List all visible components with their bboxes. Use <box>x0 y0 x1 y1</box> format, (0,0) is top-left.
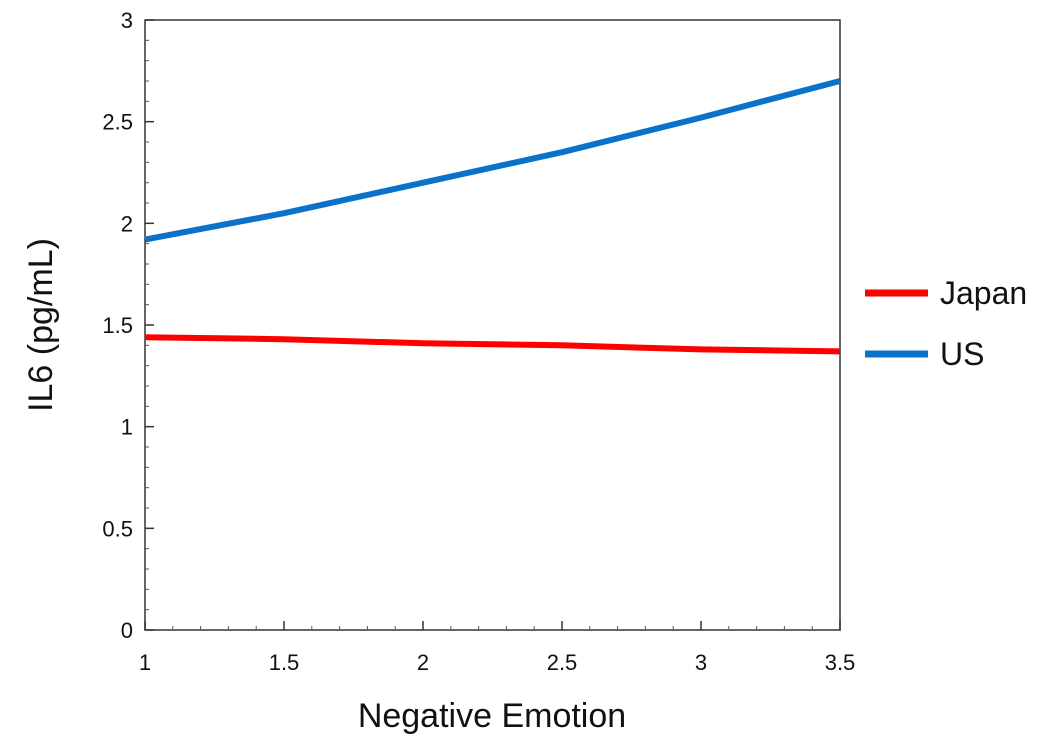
series-lines <box>144 78 841 355</box>
series-line-japan <box>144 334 841 355</box>
legend-label-japan: Japan <box>940 275 1027 311</box>
legend: Japan US <box>865 275 1027 372</box>
y-tick-label: 3 <box>121 8 133 33</box>
y-tick-label: 2 <box>121 211 133 236</box>
major-ticks <box>144 19 841 631</box>
x-axis-title: Negative Emotion <box>358 697 626 735</box>
series-line-us <box>144 78 841 243</box>
x-tick-labels: 1 1.5 2 2.5 3 3.5 <box>139 650 855 675</box>
plot-area <box>144 19 841 631</box>
x-tick-label: 3 <box>695 650 707 675</box>
x-tick-label: 2 <box>417 650 429 675</box>
y-tick-label: 0 <box>121 618 133 643</box>
legend-label-us: US <box>940 336 984 372</box>
y-axis-title: IL6 (pg/mL) <box>22 238 60 412</box>
plot-frame <box>144 19 841 631</box>
x-tick-label: 2.5 <box>547 650 578 675</box>
x-tick-label: 1 <box>139 650 151 675</box>
y-tick-label: 0.5 <box>102 516 133 541</box>
y-tick-labels: 0 0.5 1 1.5 2 2.5 3 <box>102 8 133 643</box>
x-tick-label: 1.5 <box>269 650 300 675</box>
y-tick-label: 1 <box>121 415 133 440</box>
x-tick-label: 3.5 <box>825 650 856 675</box>
y-tick-label: 1.5 <box>102 313 133 338</box>
y-tick-label: 2.5 <box>102 110 133 135</box>
